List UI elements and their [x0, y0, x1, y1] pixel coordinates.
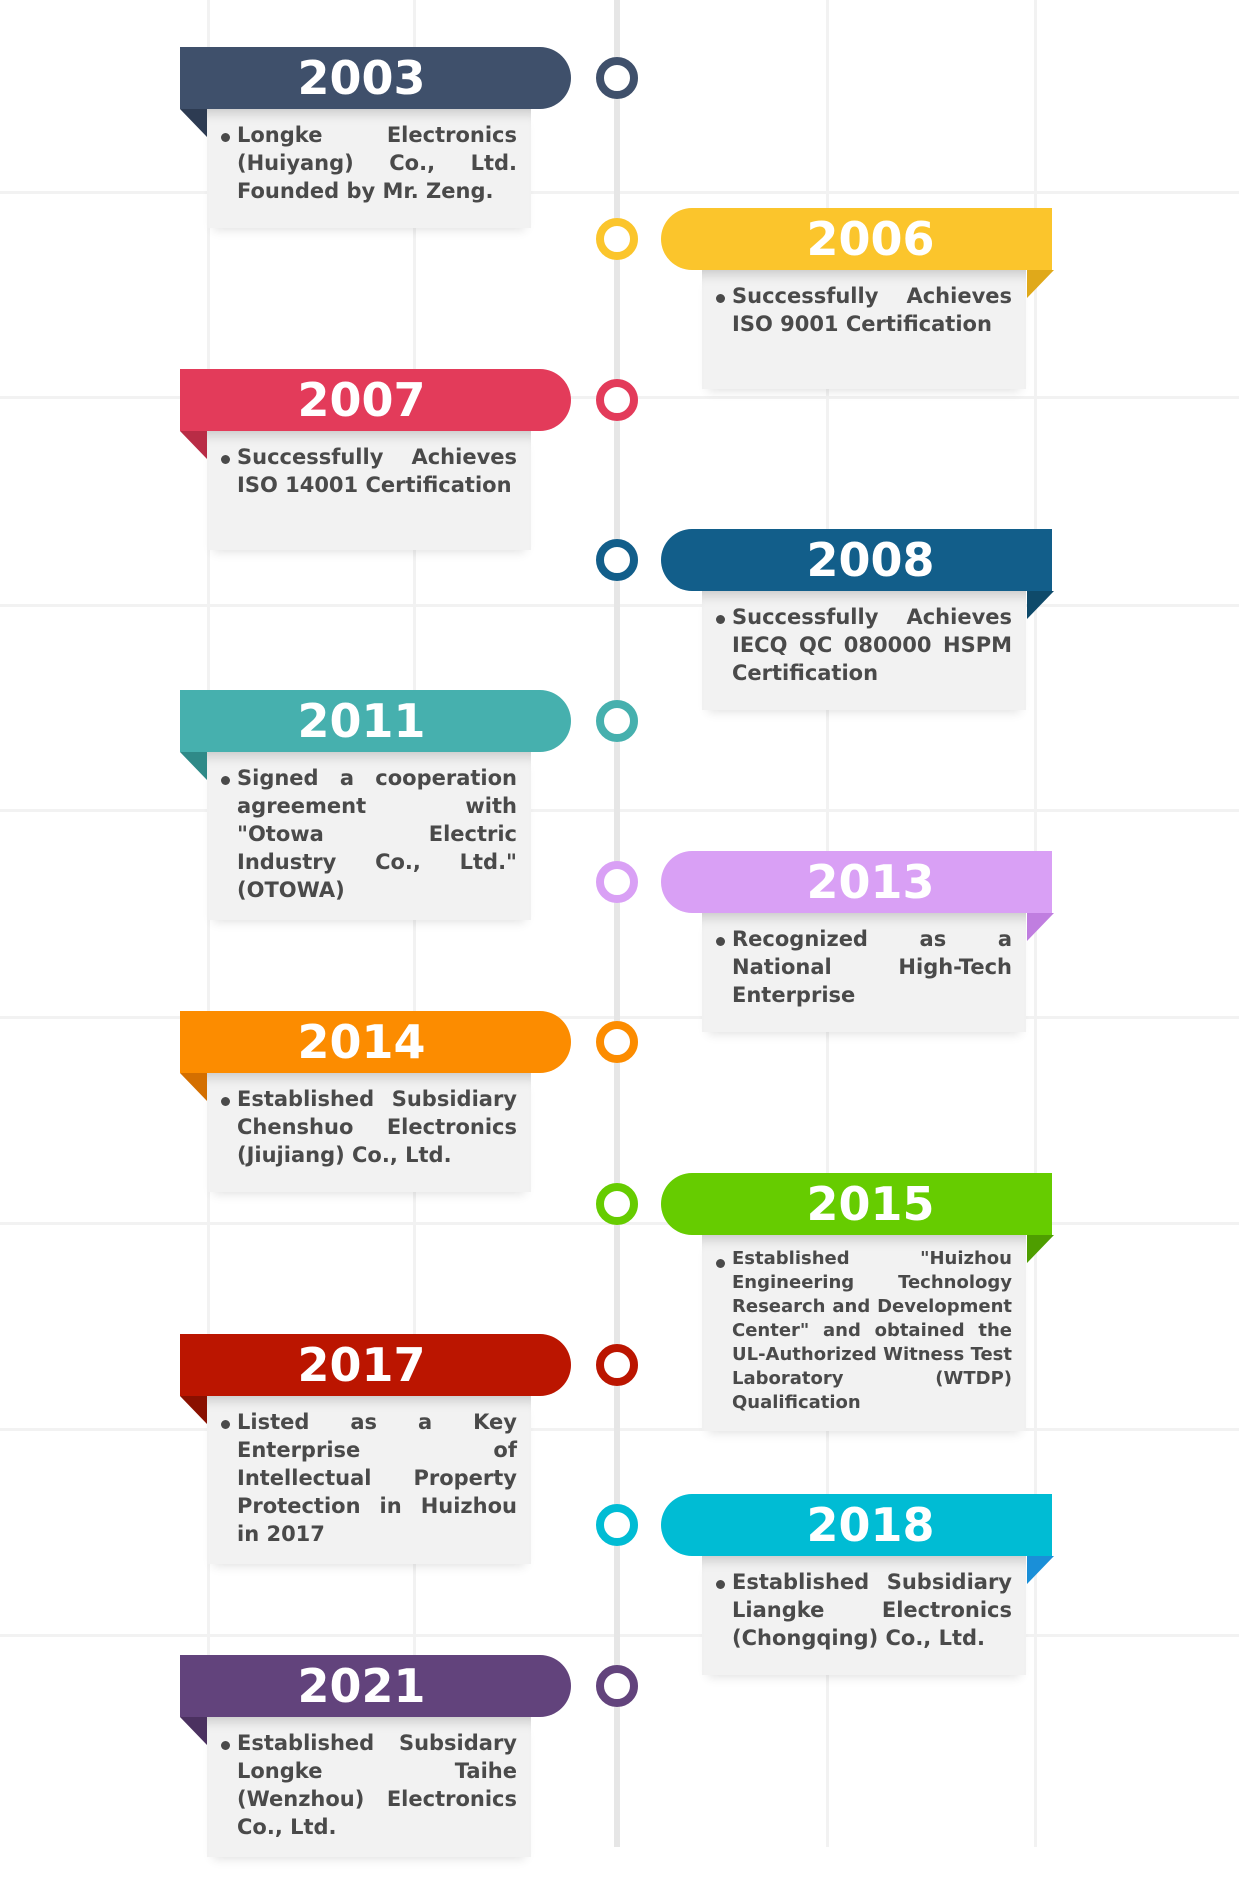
milestone-description: Longke Electronics (Huiyang) Co., Ltd. F… [207, 109, 531, 228]
milestone-description: Successfully Achieves IECQ QC 080000 HSP… [702, 591, 1026, 710]
milestone-description: Established Subsidary Longke Taihe (Wenz… [207, 1717, 531, 1857]
banner-fold [180, 109, 207, 137]
banner-fold [180, 1396, 207, 1424]
year-banner: 2015 [661, 1173, 1052, 1235]
timeline-node-icon [596, 57, 638, 99]
banner-fold [1027, 913, 1054, 941]
year-banner: 2021 [180, 1655, 571, 1717]
banner-fold [180, 1073, 207, 1101]
milestone-description: Established "Huizhou Engineering Technol… [702, 1235, 1026, 1431]
timeline-node-icon [596, 1665, 638, 1707]
timeline-node-icon [596, 218, 638, 260]
banner-fold [1027, 270, 1054, 298]
grid-line [413, 0, 416, 1847]
milestone-description: Recognized as a National High-Tech Enter… [702, 913, 1026, 1032]
timeline-node-icon [596, 1504, 638, 1546]
year-banner: 2014 [180, 1011, 571, 1073]
year-banner: 2008 [661, 529, 1052, 591]
milestone-description: Signed a cooperation agreement with "Oto… [207, 752, 531, 920]
year-banner: 2006 [661, 208, 1052, 270]
timeline-node-icon [596, 1183, 638, 1225]
milestone-description: Successfully Achieves ISO 14001 Certific… [207, 431, 531, 550]
banner-fold [1027, 591, 1054, 619]
timeline-node-icon [596, 1021, 638, 1063]
banner-fold [1027, 1556, 1054, 1584]
milestone-description: Listed as a Key Enterprise of Intellectu… [207, 1396, 531, 1564]
banner-fold [180, 752, 207, 780]
timeline-node-icon [596, 861, 638, 903]
year-banner: 2011 [180, 690, 571, 752]
milestone-description: Established Subsidiary Chenshuo Electron… [207, 1073, 531, 1192]
year-banner: 2007 [180, 369, 571, 431]
timeline-node-icon [596, 539, 638, 581]
timeline-node-icon [596, 1344, 638, 1386]
timeline-node-icon [596, 379, 638, 421]
timeline-node-icon [596, 700, 638, 742]
banner-fold [180, 1717, 207, 1745]
timeline-axis [614, 0, 620, 1847]
milestone-description: Established Subsidiary Liangke Electroni… [702, 1556, 1026, 1675]
banner-fold [180, 431, 207, 459]
grid-line [207, 0, 210, 1847]
year-banner: 2017 [180, 1334, 571, 1396]
banner-fold [1027, 1235, 1054, 1263]
milestone-description: Successfully Achieves ISO 9001 Certifica… [702, 270, 1026, 389]
year-banner: 2003 [180, 47, 571, 109]
year-banner: 2018 [661, 1494, 1052, 1556]
year-banner: 2013 [661, 851, 1052, 913]
